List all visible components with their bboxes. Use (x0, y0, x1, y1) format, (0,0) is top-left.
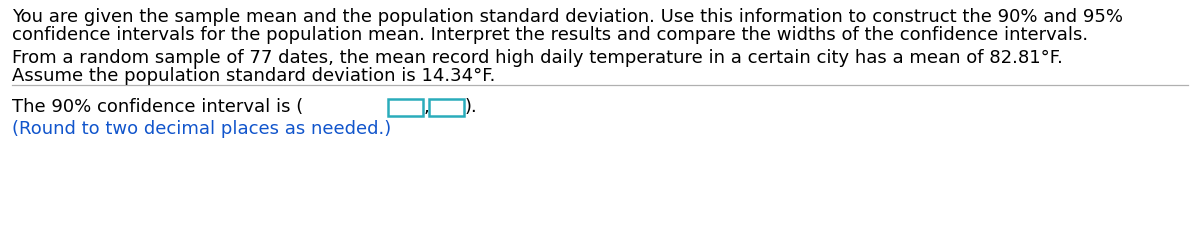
Text: ).: ). (464, 98, 478, 116)
Bar (428, 99, 464, 116)
Text: You are given the sample mean and the population standard deviation. Use this in: You are given the sample mean and the po… (12, 8, 1123, 26)
Text: (Round to two decimal places as needed.): (Round to two decimal places as needed.) (12, 120, 391, 138)
Text: The 90% confidence interval is (: The 90% confidence interval is ( (12, 98, 304, 116)
Text: From a random sample of 77 dates, the mean record high daily temperature in a ce: From a random sample of 77 dates, the me… (12, 49, 1063, 67)
Text: confidence intervals for the population mean. Interpret the results and compare : confidence intervals for the population … (12, 26, 1088, 44)
Text: ,: , (424, 98, 430, 116)
Text: Assume the population standard deviation is 14.34°F.: Assume the population standard deviation… (12, 67, 496, 85)
Bar (388, 99, 422, 116)
